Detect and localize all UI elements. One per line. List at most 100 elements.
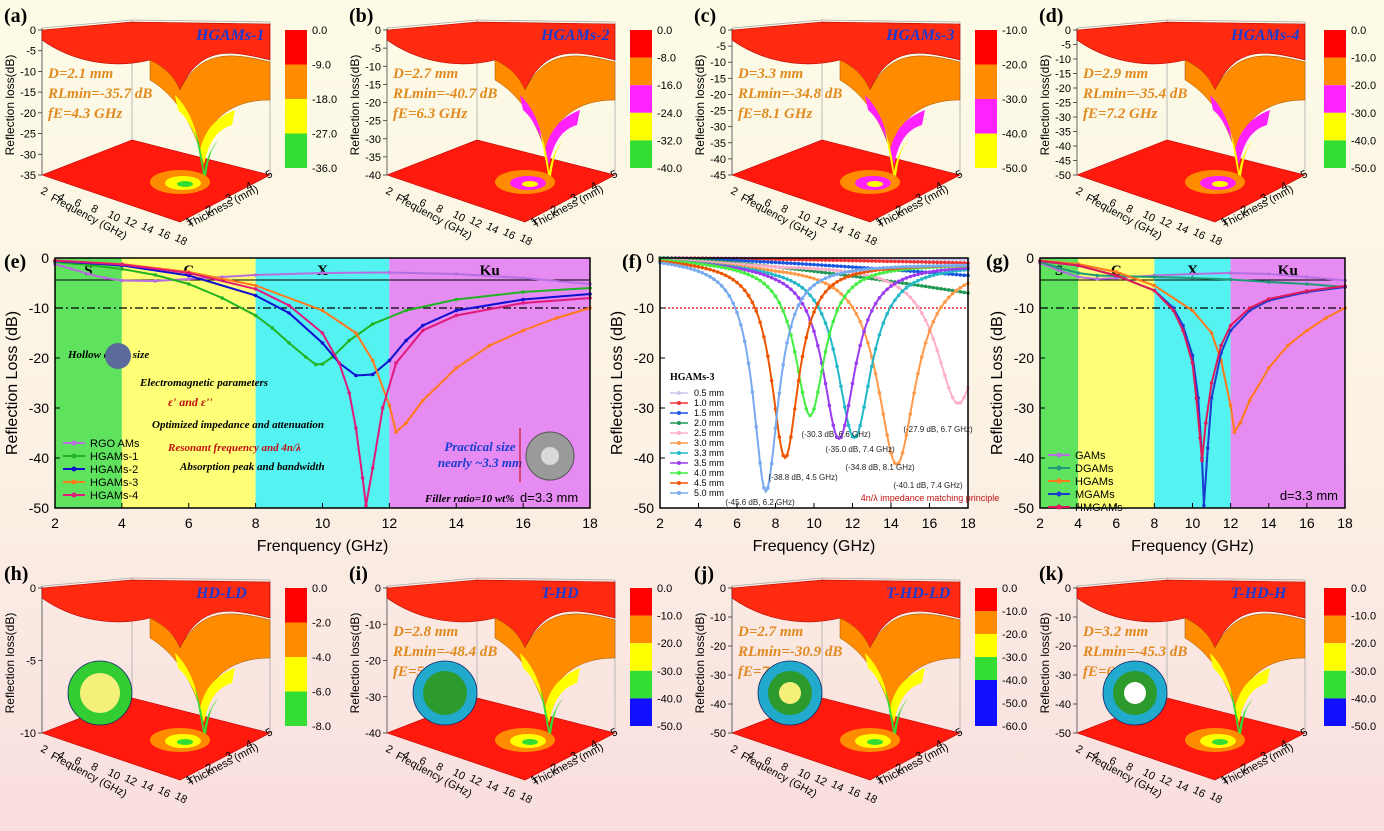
series-marker — [554, 316, 559, 320]
y-tick-label: 1 — [184, 215, 195, 228]
legend-marker — [71, 453, 77, 459]
series-marker — [916, 278, 920, 283]
series-marker — [186, 277, 191, 281]
series-marker — [827, 263, 832, 268]
series-marker — [812, 283, 816, 287]
legend-marker — [1056, 465, 1062, 471]
series-marker — [320, 331, 325, 335]
z-tick-label: 0 — [30, 583, 36, 595]
series-marker — [823, 290, 828, 294]
legend-marker — [677, 391, 681, 395]
annotation: Practical size — [444, 439, 515, 454]
series-marker — [253, 273, 258, 277]
series-marker — [1228, 277, 1233, 282]
colorbar-segment — [630, 698, 652, 726]
series-marker — [823, 276, 828, 281]
series-marker — [846, 423, 851, 428]
series-marker — [796, 378, 801, 383]
y-tick-label: 2 — [549, 761, 560, 774]
series-marker — [962, 263, 966, 268]
colorbar-label: 0.0 — [312, 583, 327, 595]
x-tick-label: 2 — [1074, 743, 1085, 756]
colorbar-segment — [975, 133, 997, 168]
series-marker — [746, 272, 751, 277]
legend-label: 0.5 mm — [694, 388, 724, 398]
series-marker — [712, 264, 716, 268]
x-tick-label: 18 — [863, 790, 879, 806]
series-marker — [347, 338, 352, 343]
series-marker — [854, 272, 859, 276]
x-tick-label: 8 — [434, 761, 445, 774]
material-name: HGAMs-4 — [1230, 27, 1299, 44]
legend-marker — [71, 492, 77, 498]
z-tick-label: -10 — [1055, 54, 1071, 66]
series-marker — [792, 265, 797, 270]
colorbar-label: -30.0 — [1351, 108, 1376, 120]
x-tick-label: 10 — [1141, 767, 1157, 783]
x-tick-label: 18 — [582, 515, 598, 531]
series-marker — [785, 265, 789, 270]
series-marker — [839, 291, 843, 296]
series-marker — [835, 309, 839, 313]
series-marker — [858, 258, 862, 263]
series-marker — [943, 268, 947, 272]
series-marker — [873, 347, 878, 351]
x-tick-label: 12 — [467, 772, 483, 788]
series-marker — [704, 272, 708, 277]
x-tick-label: 4 — [400, 749, 411, 762]
series-marker — [827, 274, 832, 279]
series-marker — [792, 312, 797, 317]
series-marker — [812, 298, 816, 302]
colorbar-label: 0.0 — [657, 25, 672, 37]
series-marker — [700, 265, 705, 270]
series-marker — [900, 281, 905, 285]
x-tick-label: 10 — [106, 209, 122, 225]
series-marker — [785, 277, 789, 281]
series-marker — [893, 281, 897, 286]
top-axis-line — [476, 577, 616, 581]
series-marker — [1076, 271, 1080, 275]
series-marker — [762, 486, 766, 490]
y-axis-title: Reflection Loss (dB) — [4, 311, 21, 455]
series-marker — [858, 319, 862, 324]
z-tick-label: -40 — [1055, 141, 1071, 153]
floor-contour — [522, 181, 538, 187]
series-marker — [881, 270, 886, 275]
series-marker — [320, 341, 325, 345]
series-marker — [877, 271, 882, 276]
series-marker — [962, 290, 966, 295]
series-marker — [843, 405, 847, 409]
y-tick-label: 0 — [1026, 250, 1034, 266]
top-axis-line — [41, 577, 133, 587]
series-marker — [800, 266, 805, 270]
series-marker — [804, 291, 809, 295]
series-marker — [750, 274, 755, 279]
series-marker — [394, 361, 398, 365]
series-marker — [781, 453, 785, 458]
series-marker — [931, 285, 936, 290]
floor-contour — [177, 739, 193, 745]
z-axis-title: Reflection loss(dB) — [693, 55, 707, 156]
series-marker — [777, 274, 782, 279]
band-label: X — [1187, 263, 1198, 279]
series-marker — [950, 263, 955, 268]
series-marker — [1228, 323, 1233, 328]
series-marker — [900, 289, 905, 293]
sphere-sem-image-core — [541, 447, 559, 465]
series-marker — [773, 265, 778, 269]
series-marker — [762, 260, 766, 264]
colorbar-label: -10.0 — [657, 611, 682, 623]
y-tick-label: -50 — [29, 500, 49, 516]
z-axis-title: Reflection loss(dB) — [348, 613, 362, 714]
annotation: ε' and ε'' — [168, 395, 213, 409]
series-marker — [665, 262, 670, 266]
y-tick-label: 1 — [529, 215, 540, 228]
series-marker — [1152, 275, 1157, 279]
param-text: RLmin=-35.4 dB — [1082, 86, 1187, 102]
z-tick-label: 0 — [375, 25, 381, 37]
series-marker — [370, 372, 375, 377]
x-tick-label: 12 — [845, 515, 861, 531]
x-tick-label: 16 — [156, 784, 172, 800]
